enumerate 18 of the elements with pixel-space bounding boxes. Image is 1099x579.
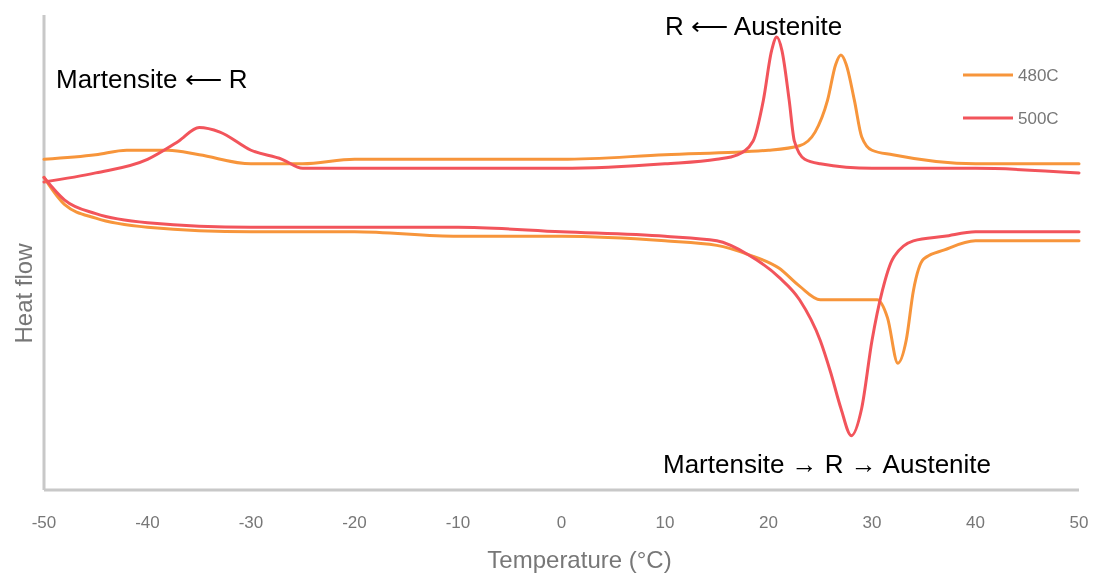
x-tick-label: 30 [862,513,882,532]
annotation: Martensite ⟵ R [56,64,248,94]
annotation: Martensite → R → Austenite [663,449,992,479]
annotation: R ⟵ Austenite [665,11,843,41]
y-axis-title: Heat flow [10,242,37,344]
x-tick-label: -20 [342,513,367,532]
x-tick-label: -50 [31,513,57,532]
x-tick-label: 40 [966,513,985,532]
legend-label: 480C [1018,66,1059,85]
x-tick-label: -30 [238,513,264,532]
x-axis-title: Temperature (°C) [487,546,672,573]
x-tick-label: 10 [655,513,675,532]
x-tick-label: -10 [445,513,471,532]
x-tick-label: 20 [759,513,778,532]
legend-label: 500C [1018,109,1059,128]
x-tick-label: 0 [556,513,567,532]
x-tick-label: 50 [1069,513,1089,532]
x-tick-label: -40 [135,513,160,532]
